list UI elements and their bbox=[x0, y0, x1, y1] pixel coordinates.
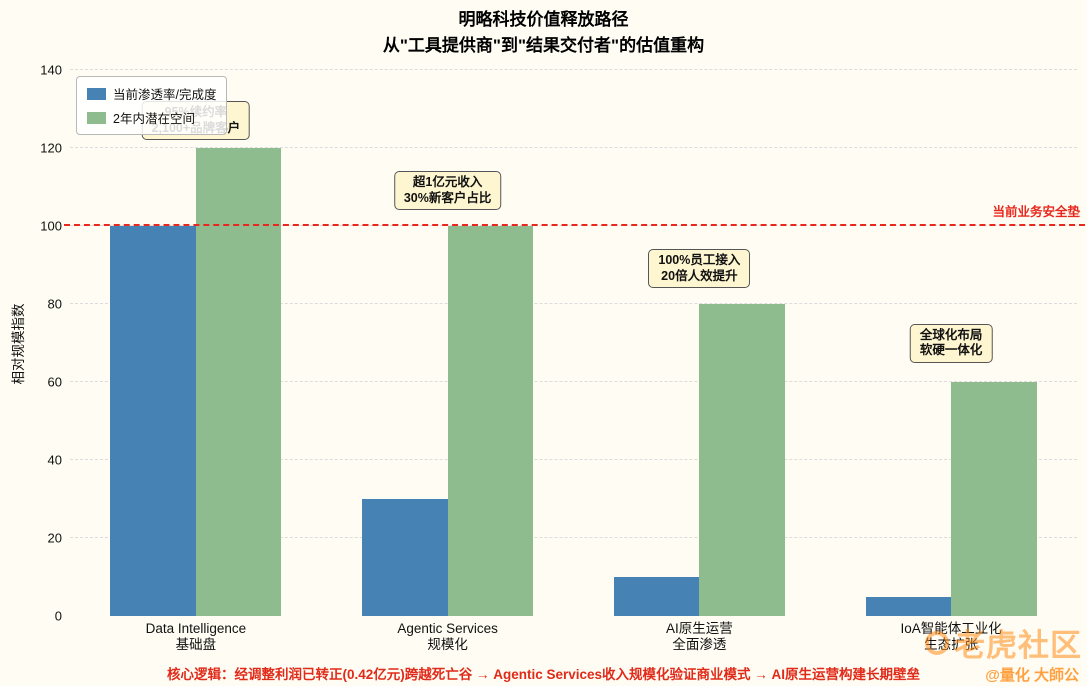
gridline-y40 bbox=[70, 459, 1077, 460]
annotation-line: 20倍人效提升 bbox=[661, 268, 738, 283]
y-tick-label: 0 bbox=[54, 608, 62, 624]
plot-area: 当前渗透率/完成度 2年内潜在空间 当前业务安全垫95%续约率2,100+品牌客… bbox=[64, 69, 1085, 616]
tiger-logo-icon bbox=[925, 630, 949, 655]
bar-current-1 bbox=[110, 226, 196, 616]
y-axis-ticks: 0 20 40 60 80 100 120 140 bbox=[18, 63, 62, 624]
legend: 当前渗透率/完成度 2年内潜在空间 bbox=[76, 76, 228, 135]
x-tick-label-sub: 基础盘 bbox=[175, 637, 217, 652]
annotation-line: 全球化布局 bbox=[919, 327, 983, 342]
legend-swatch-blue bbox=[87, 87, 106, 100]
legend-item-potential: 2年内潜在空间 bbox=[87, 108, 216, 127]
legend-item-current: 当前渗透率/完成度 bbox=[87, 84, 216, 103]
annotation-line: 30%新客户占比 bbox=[403, 190, 492, 205]
gridline-y140 bbox=[70, 69, 1077, 70]
annotation-line: 软硬一体化 bbox=[919, 343, 983, 357]
annotation-box-4: 全球化布局 软硬一体化 bbox=[909, 323, 993, 363]
caption-text: 核心逻辑：经调整利润已转正(0.42亿元)跨越死亡谷 → Agentic Ser… bbox=[166, 667, 921, 682]
bar-current-2 bbox=[362, 499, 448, 616]
x-tick-label-main: Agentic Services bbox=[397, 621, 498, 636]
y-tick-label: 100 bbox=[40, 218, 62, 234]
y-tick-label: 80 bbox=[47, 296, 62, 312]
gridline-y80 bbox=[70, 303, 1077, 304]
legend-swatch-green bbox=[87, 111, 106, 124]
gridline-y20 bbox=[70, 537, 1077, 538]
reference-line-label: 当前业务安全垫 bbox=[992, 205, 1080, 219]
watermark-secondary: @量化 大師公 bbox=[985, 667, 1079, 684]
x-tick-label-main: Data Intelligence bbox=[145, 621, 247, 636]
chart-header: 明略科技价值释放路径 从"工具提供商"到"结果交付者"的估值重构 bbox=[0, 7, 1087, 59]
y-tick-label: 20 bbox=[47, 530, 62, 546]
y-tick-label: 40 bbox=[47, 452, 62, 468]
bar-current-3 bbox=[613, 577, 700, 616]
bar-potential-1 bbox=[195, 148, 282, 616]
x-tick-label-3: AI原生运营 全面渗透 bbox=[666, 621, 733, 653]
annotation-box-2: 超1亿元收入 30%新客户占比 bbox=[393, 171, 502, 211]
watermark-primary-text: 老虎社区 bbox=[954, 628, 1082, 663]
x-tick-label-1: Data Intelligence 基础盘 bbox=[146, 621, 247, 653]
annotation-line: 超1亿元收入 bbox=[412, 175, 483, 190]
bar-potential-2 bbox=[447, 226, 534, 616]
y-tick-label: 140 bbox=[40, 62, 62, 78]
bar-potential-3 bbox=[699, 304, 785, 616]
x-tick-label-main: IoA智能体工业化 bbox=[900, 621, 1002, 636]
x-tick-label-sub: 规模化 bbox=[427, 637, 468, 652]
x-tick-label-sub: 全面渗透 bbox=[672, 637, 727, 652]
gridline-y60 bbox=[70, 381, 1077, 382]
legend-label-current: 当前渗透率/完成度 bbox=[113, 88, 217, 102]
annotation-line: 100%员工接入 bbox=[658, 253, 741, 268]
legend-label-potential: 2年内潜在空间 bbox=[113, 112, 195, 126]
y-tick-label: 60 bbox=[47, 374, 62, 390]
gridline-y120 bbox=[70, 147, 1077, 148]
x-tick-label-2: Agentic Services 规模化 bbox=[397, 621, 498, 653]
bar-current-4 bbox=[865, 596, 952, 616]
chart-title: 明略科技价值释放路径 bbox=[458, 10, 629, 29]
watermark-primary: 老虎社区 bbox=[925, 620, 1082, 665]
reference-line bbox=[64, 224, 1085, 226]
x-tick-label-main: AI原生运营 bbox=[665, 621, 733, 636]
annotation-box-3: 100%员工接入 20倍人效提升 bbox=[648, 249, 751, 289]
y-tick-label: 120 bbox=[40, 140, 62, 156]
chart-subtitle: 从"工具提供商"到"结果交付者"的估值重构 bbox=[382, 36, 705, 55]
bar-potential-4 bbox=[951, 382, 1037, 616]
